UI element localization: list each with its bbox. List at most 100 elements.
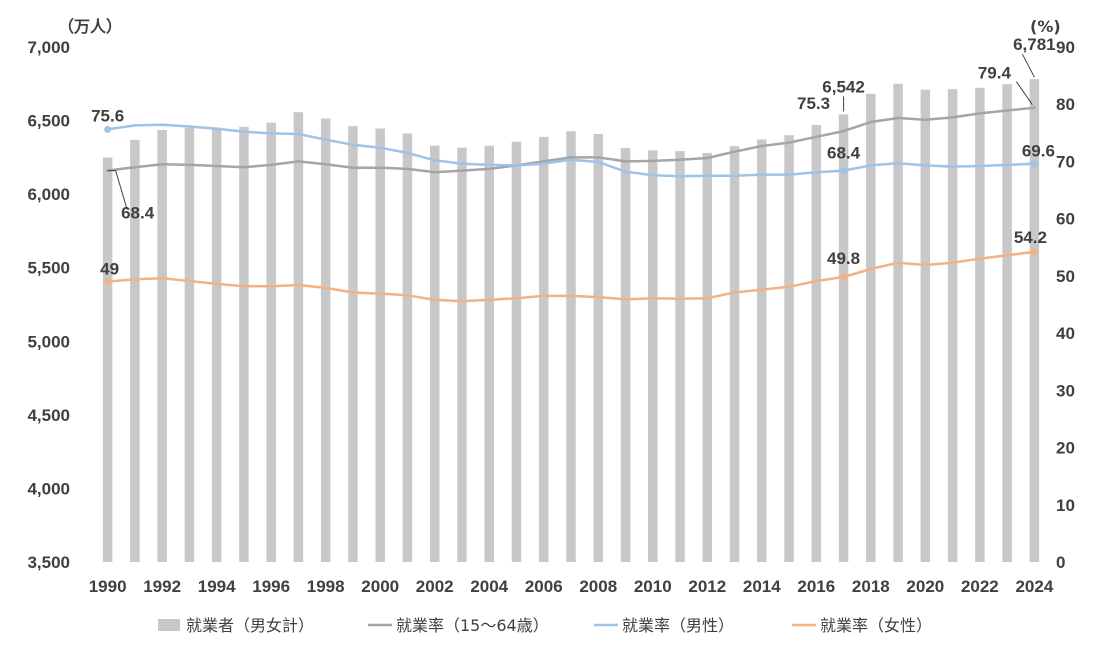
point-s3-2021: [951, 261, 954, 265]
point-s1-1993: [188, 163, 191, 167]
point-s1-2023: [1005, 109, 1009, 112]
data-label: 6,542: [822, 77, 865, 96]
point-s2-2002: [433, 159, 437, 162]
legend-label: 就業者（男女計）: [186, 616, 314, 635]
left-tick-label: 4,500: [27, 406, 70, 425]
bar-1995: [239, 126, 249, 563]
point-s2-1997: [297, 132, 300, 136]
point-s3-1991: [133, 278, 137, 281]
bar-2003: [457, 147, 467, 562]
right-tick-label: 90: [1056, 38, 1075, 57]
label-marker: [1030, 160, 1038, 168]
point-s1-2000: [378, 166, 382, 170]
bar-2023: [1002, 84, 1012, 562]
x-tick-label: 2024: [1015, 577, 1053, 596]
point-s1-2017: [842, 129, 845, 133]
label-marker: [840, 273, 848, 281]
data-label: 6,781: [1013, 35, 1056, 54]
point-s1-2019: [896, 116, 900, 120]
bar-2018: [866, 93, 876, 562]
point-s3-2013: [733, 291, 736, 294]
point-s1-1998: [324, 163, 327, 166]
point-s1-2006: [542, 160, 546, 163]
point-s1-2007: [569, 156, 573, 159]
point-s1-2024: [1033, 106, 1036, 109]
bar-1997: [293, 112, 304, 562]
point-s2-2015: [787, 173, 791, 176]
bar-2002: [429, 145, 440, 563]
point-s1-1996: [269, 163, 273, 167]
data-label: 68.4: [121, 204, 155, 223]
bar-2006: [538, 136, 549, 562]
bar-2015: [784, 135, 794, 563]
point-s3-2012: [705, 296, 709, 300]
point-s3-1994: [215, 282, 218, 286]
bar-2014: [757, 139, 767, 562]
point-s3-2023: [1005, 253, 1009, 257]
point-s3-2006: [542, 294, 546, 298]
x-tick-label: 2016: [797, 577, 835, 596]
leader-line: [1021, 53, 1035, 78]
legend: 就業者（男女計） 就業率（15～64歳） 就業率（男性） 就業率（女性）: [158, 616, 932, 635]
bar-2013: [729, 146, 740, 562]
point-s3-2009: [624, 298, 627, 301]
right-tick-label: 60: [1056, 210, 1075, 229]
point-s2-2007: [569, 158, 573, 162]
data-label: 75.3: [797, 94, 830, 113]
point-s3-2022: [978, 257, 982, 261]
x-tick-label: 2022: [961, 577, 999, 596]
point-s1-1991: [133, 165, 137, 169]
x-tick-label: 1996: [252, 577, 290, 596]
label-marker: [840, 167, 848, 175]
point-s2-1993: [188, 125, 191, 128]
point-s1-2018: [869, 120, 873, 124]
bar-2008: [593, 133, 604, 562]
right-axis-ticks: 0 10 20 30 40 50 60 70 80 90: [1056, 38, 1075, 572]
point-s2-1992: [160, 123, 164, 127]
x-tick-label: 1992: [143, 577, 181, 596]
point-s2-2012: [705, 174, 709, 178]
point-s3-2020: [924, 263, 927, 267]
left-tick-label: 5,000: [27, 332, 70, 351]
bar-2012: [702, 152, 713, 562]
right-tick-label: 70: [1056, 152, 1075, 171]
bar-2009: [620, 147, 631, 562]
point-s2-2000: [378, 146, 382, 150]
point-s1-2015: [787, 141, 791, 144]
left-tick-label: 3,500: [27, 553, 70, 572]
point-s2-1996: [269, 132, 273, 135]
point-s1-2022: [978, 112, 982, 115]
point-s2-2003: [460, 162, 464, 166]
point-s3-2018: [869, 267, 873, 271]
point-s3-2004: [487, 298, 491, 302]
data-label: 49.8: [827, 249, 860, 268]
point-s2-2010: [651, 173, 655, 177]
point-s3-2019: [896, 261, 900, 265]
point-s1-2016: [815, 135, 818, 139]
left-tick-label: 5,500: [27, 259, 70, 278]
point-s3-2001: [406, 294, 409, 297]
bar-1991: [130, 139, 140, 562]
point-s1-2003: [460, 169, 464, 172]
point-s1-1994: [215, 164, 218, 168]
point-s2-2016: [815, 171, 818, 174]
point-s2-2005: [515, 164, 518, 167]
point-s2-1991: [133, 124, 137, 127]
bar-2010: [648, 150, 658, 562]
x-tick-label: 2006: [525, 577, 563, 596]
left-tick-label: 4,000: [27, 479, 70, 498]
legend-label: 就業率（女性）: [820, 616, 932, 635]
data-label: 69.6: [1022, 142, 1055, 161]
bar-2024: [1029, 79, 1040, 562]
point-s3-2005: [515, 296, 518, 300]
point-s1-2010: [651, 159, 655, 163]
point-s1-2012: [705, 156, 709, 160]
right-tick-label: 50: [1056, 267, 1075, 286]
bar-1999: [348, 126, 358, 563]
x-tick-label: 1998: [307, 577, 345, 596]
left-tick-label: 6,500: [27, 112, 70, 131]
point-s1-2011: [678, 158, 682, 162]
right-tick-label: 20: [1056, 439, 1075, 458]
x-tick-label: 2010: [634, 577, 672, 596]
point-s1-2002: [433, 171, 437, 174]
